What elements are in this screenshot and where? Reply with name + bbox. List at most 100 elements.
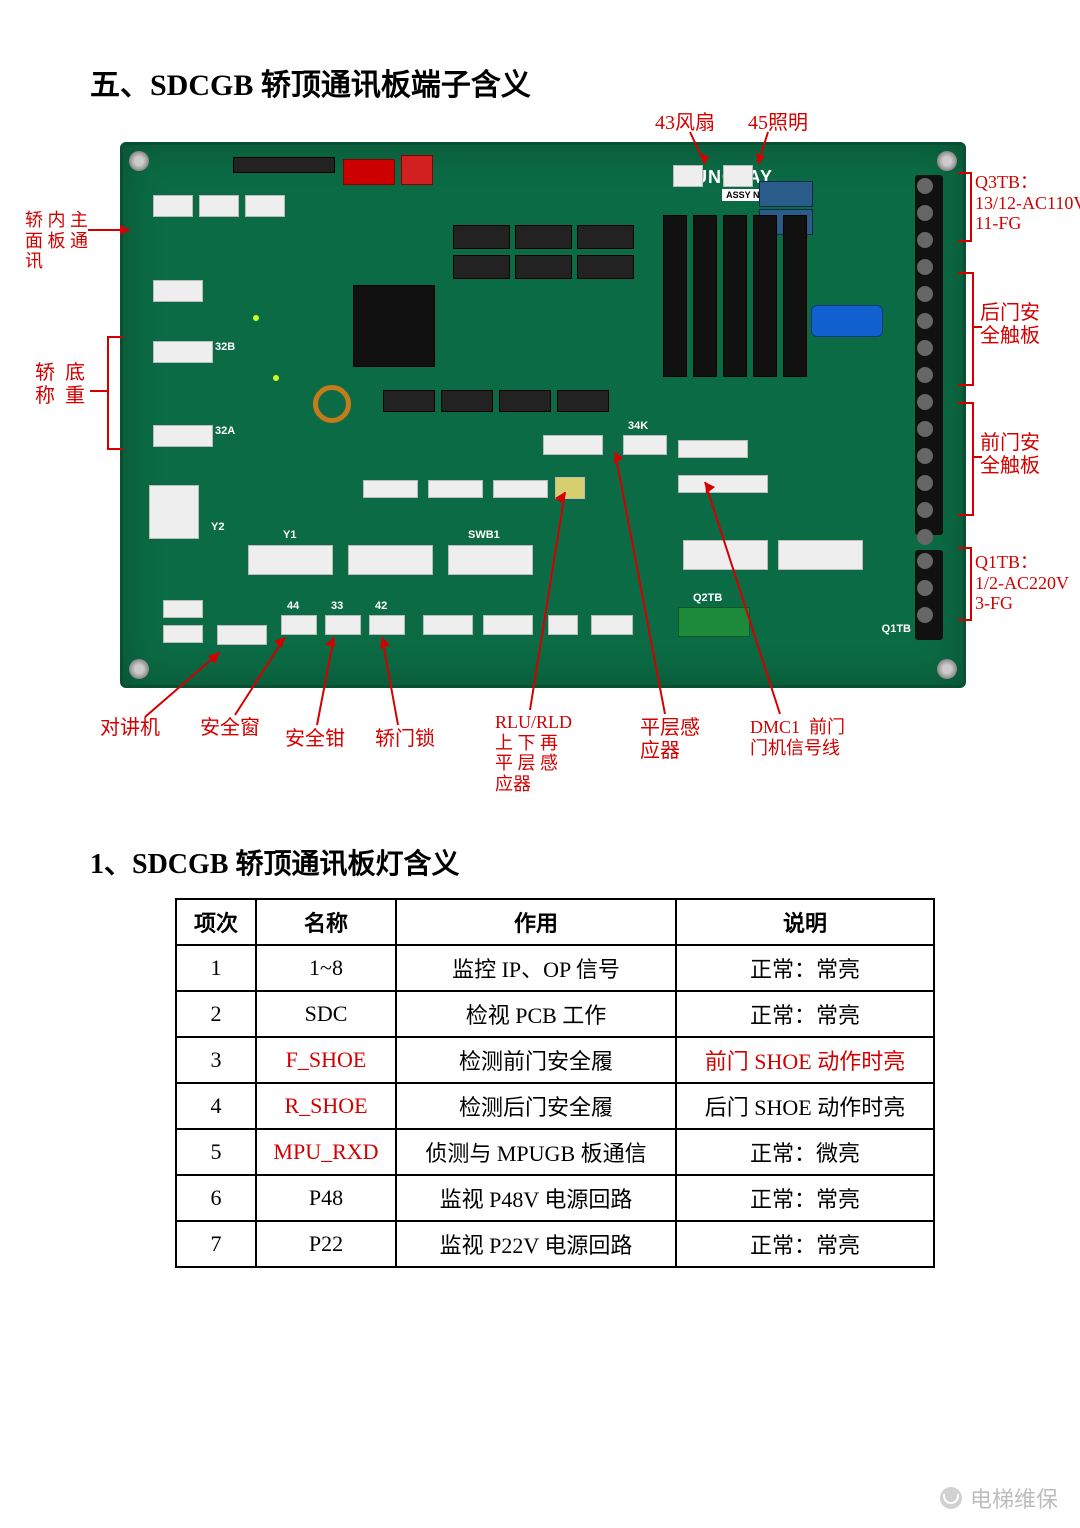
relay: [759, 181, 813, 207]
bracket-tick: [972, 326, 982, 328]
ic-chip: [723, 215, 747, 377]
label-di: 轿 底 称 重: [35, 362, 85, 408]
arrow-nei: [88, 222, 138, 242]
cell-n: 2: [176, 991, 256, 1037]
wechat-icon: [940, 1487, 962, 1509]
led-table: 项次 名称 作用 说明 11~8监控 IP、OP 信号正常：常亮2SDC检视 P…: [175, 898, 935, 1268]
cell-desc: 正常：常亮: [676, 991, 934, 1037]
ic-chip: [577, 225, 634, 249]
screw: [937, 151, 957, 171]
section-title: 五、SDCGB 轿顶通讯板端子含义: [90, 60, 1030, 104]
cell-n: 4: [176, 1083, 256, 1129]
cell-use: 监控 IP、OP 信号: [396, 945, 676, 991]
cell-desc: 正常：常亮: [676, 1175, 934, 1221]
cell-name: 1~8: [256, 945, 396, 991]
conn-32a: [153, 425, 213, 447]
cell-name: P22: [256, 1221, 396, 1267]
cell-name: R_SHOE: [256, 1083, 396, 1129]
silk-32b: 32B: [215, 341, 235, 353]
page: 五、SDCGB 轿顶通讯板端子含义 YUNGTAY ASSY NO.: [0, 0, 1080, 1528]
label-rear: 后门安 全触板: [980, 302, 1040, 348]
table-row: 2SDC检视 PCB 工作正常：常亮: [176, 991, 934, 1037]
dip-switch: [401, 155, 433, 185]
conn-32b: [153, 341, 213, 363]
bracket-rear: [958, 272, 974, 386]
cell-name: F_SHOE: [256, 1037, 396, 1083]
label-safetywin: 安全窗: [200, 717, 260, 740]
silk-y1: Y1: [283, 529, 296, 541]
subsection-title: 1、SDCGB 轿顶通讯板灯含义: [90, 842, 1030, 882]
ic-chip: [515, 255, 572, 279]
cell-name: MPU_RXD: [256, 1129, 396, 1175]
cell-name: P48: [256, 1175, 396, 1221]
cell-n: 3: [176, 1037, 256, 1083]
watermark: 电梯维保: [940, 1482, 1058, 1514]
silk-34k: 34K: [628, 420, 648, 432]
table-row: 11~8监控 IP、OP 信号正常：常亮: [176, 945, 934, 991]
cell-name: SDC: [256, 991, 396, 1037]
ic-chip: [453, 255, 510, 279]
ic-chip: [453, 225, 510, 249]
ic-chip: [557, 390, 609, 412]
conn-y1: [248, 545, 333, 575]
label-dmc1: DMC1 前门 门机信号线: [750, 717, 845, 758]
cell-use: 检测前门安全履: [396, 1037, 676, 1083]
ic-chip: [753, 215, 777, 377]
inductor: [313, 385, 351, 423]
th-desc: 说明: [676, 899, 934, 945]
q1tb-terminal: [915, 550, 943, 640]
watermark-text: 电梯维保: [970, 1482, 1058, 1514]
conn-bot: [163, 600, 203, 618]
label-safetyclamp: 安全钳: [285, 728, 345, 751]
silk-swb1: SWB1: [468, 529, 500, 541]
cell-use: 监视 P22V 电源回路: [396, 1221, 676, 1267]
arrow-level: [610, 452, 690, 717]
conn-44: [281, 615, 317, 635]
cell-use: 检测后门安全履: [396, 1083, 676, 1129]
cell-use: 检视 PCB 工作: [396, 991, 676, 1037]
screw: [129, 151, 149, 171]
bracket-tick: [90, 390, 108, 392]
table-row: 3F_SHOE检测前门安全履前门 SHOE 动作时亮: [176, 1037, 934, 1083]
table-row: 7P22监视 P22V 电源回路正常：常亮: [176, 1221, 934, 1267]
board-diagram: YUNGTAY ASSY NO. Q1TB 32B: [80, 112, 1040, 812]
cpu-chip: [353, 285, 435, 367]
table-row: 5MPU_RXD侦测与 MPUGB 板通信正常：微亮: [176, 1129, 934, 1175]
cell-n: 1: [176, 945, 256, 991]
table-row: 6P48监视 P48V 电源回路正常：常亮: [176, 1175, 934, 1221]
ic-chip: [783, 215, 807, 377]
cell-use: 监视 P48V 电源回路: [396, 1175, 676, 1221]
screw: [937, 659, 957, 679]
bracket-q3tb: [958, 172, 972, 242]
arrow-45: [748, 132, 788, 172]
bracket-tick: [972, 456, 982, 458]
led: [253, 315, 259, 321]
label-q1tb: Q1TB： 1/2-AC220V 3-FG: [975, 552, 1069, 614]
label-level: 平层感 应器: [640, 717, 700, 763]
cell-desc: 正常：微亮: [676, 1129, 934, 1175]
ic-chip: [577, 255, 634, 279]
arrow-intercom: [140, 652, 230, 722]
ic-chip: [441, 390, 493, 412]
silk-q1tb: Q1TB: [882, 623, 911, 635]
conn-33: [325, 615, 361, 635]
conn-bot: [423, 615, 473, 635]
ic-chip: [663, 215, 687, 377]
conn-row: [348, 545, 433, 575]
bracket-di: [107, 336, 123, 450]
q3tb-terminal: [915, 175, 943, 535]
conn-top-mid: [543, 435, 603, 455]
silk-y2: Y2: [211, 521, 224, 533]
ic-chip: [499, 390, 551, 412]
conn-42: [369, 615, 405, 635]
cell-n: 5: [176, 1129, 256, 1175]
silk-33: 33: [331, 600, 343, 612]
silk-32a: 32A: [215, 425, 235, 437]
cell-use: 侦测与 MPUGB 板通信: [396, 1129, 676, 1175]
label-nei: 轿 内 主 面 板 通 讯: [25, 210, 88, 272]
conn-small: [363, 480, 418, 498]
conn-left: [199, 195, 239, 217]
arrow-doorlock: [378, 637, 418, 727]
conn-big: [149, 485, 199, 539]
silk-44: 44: [287, 600, 299, 612]
